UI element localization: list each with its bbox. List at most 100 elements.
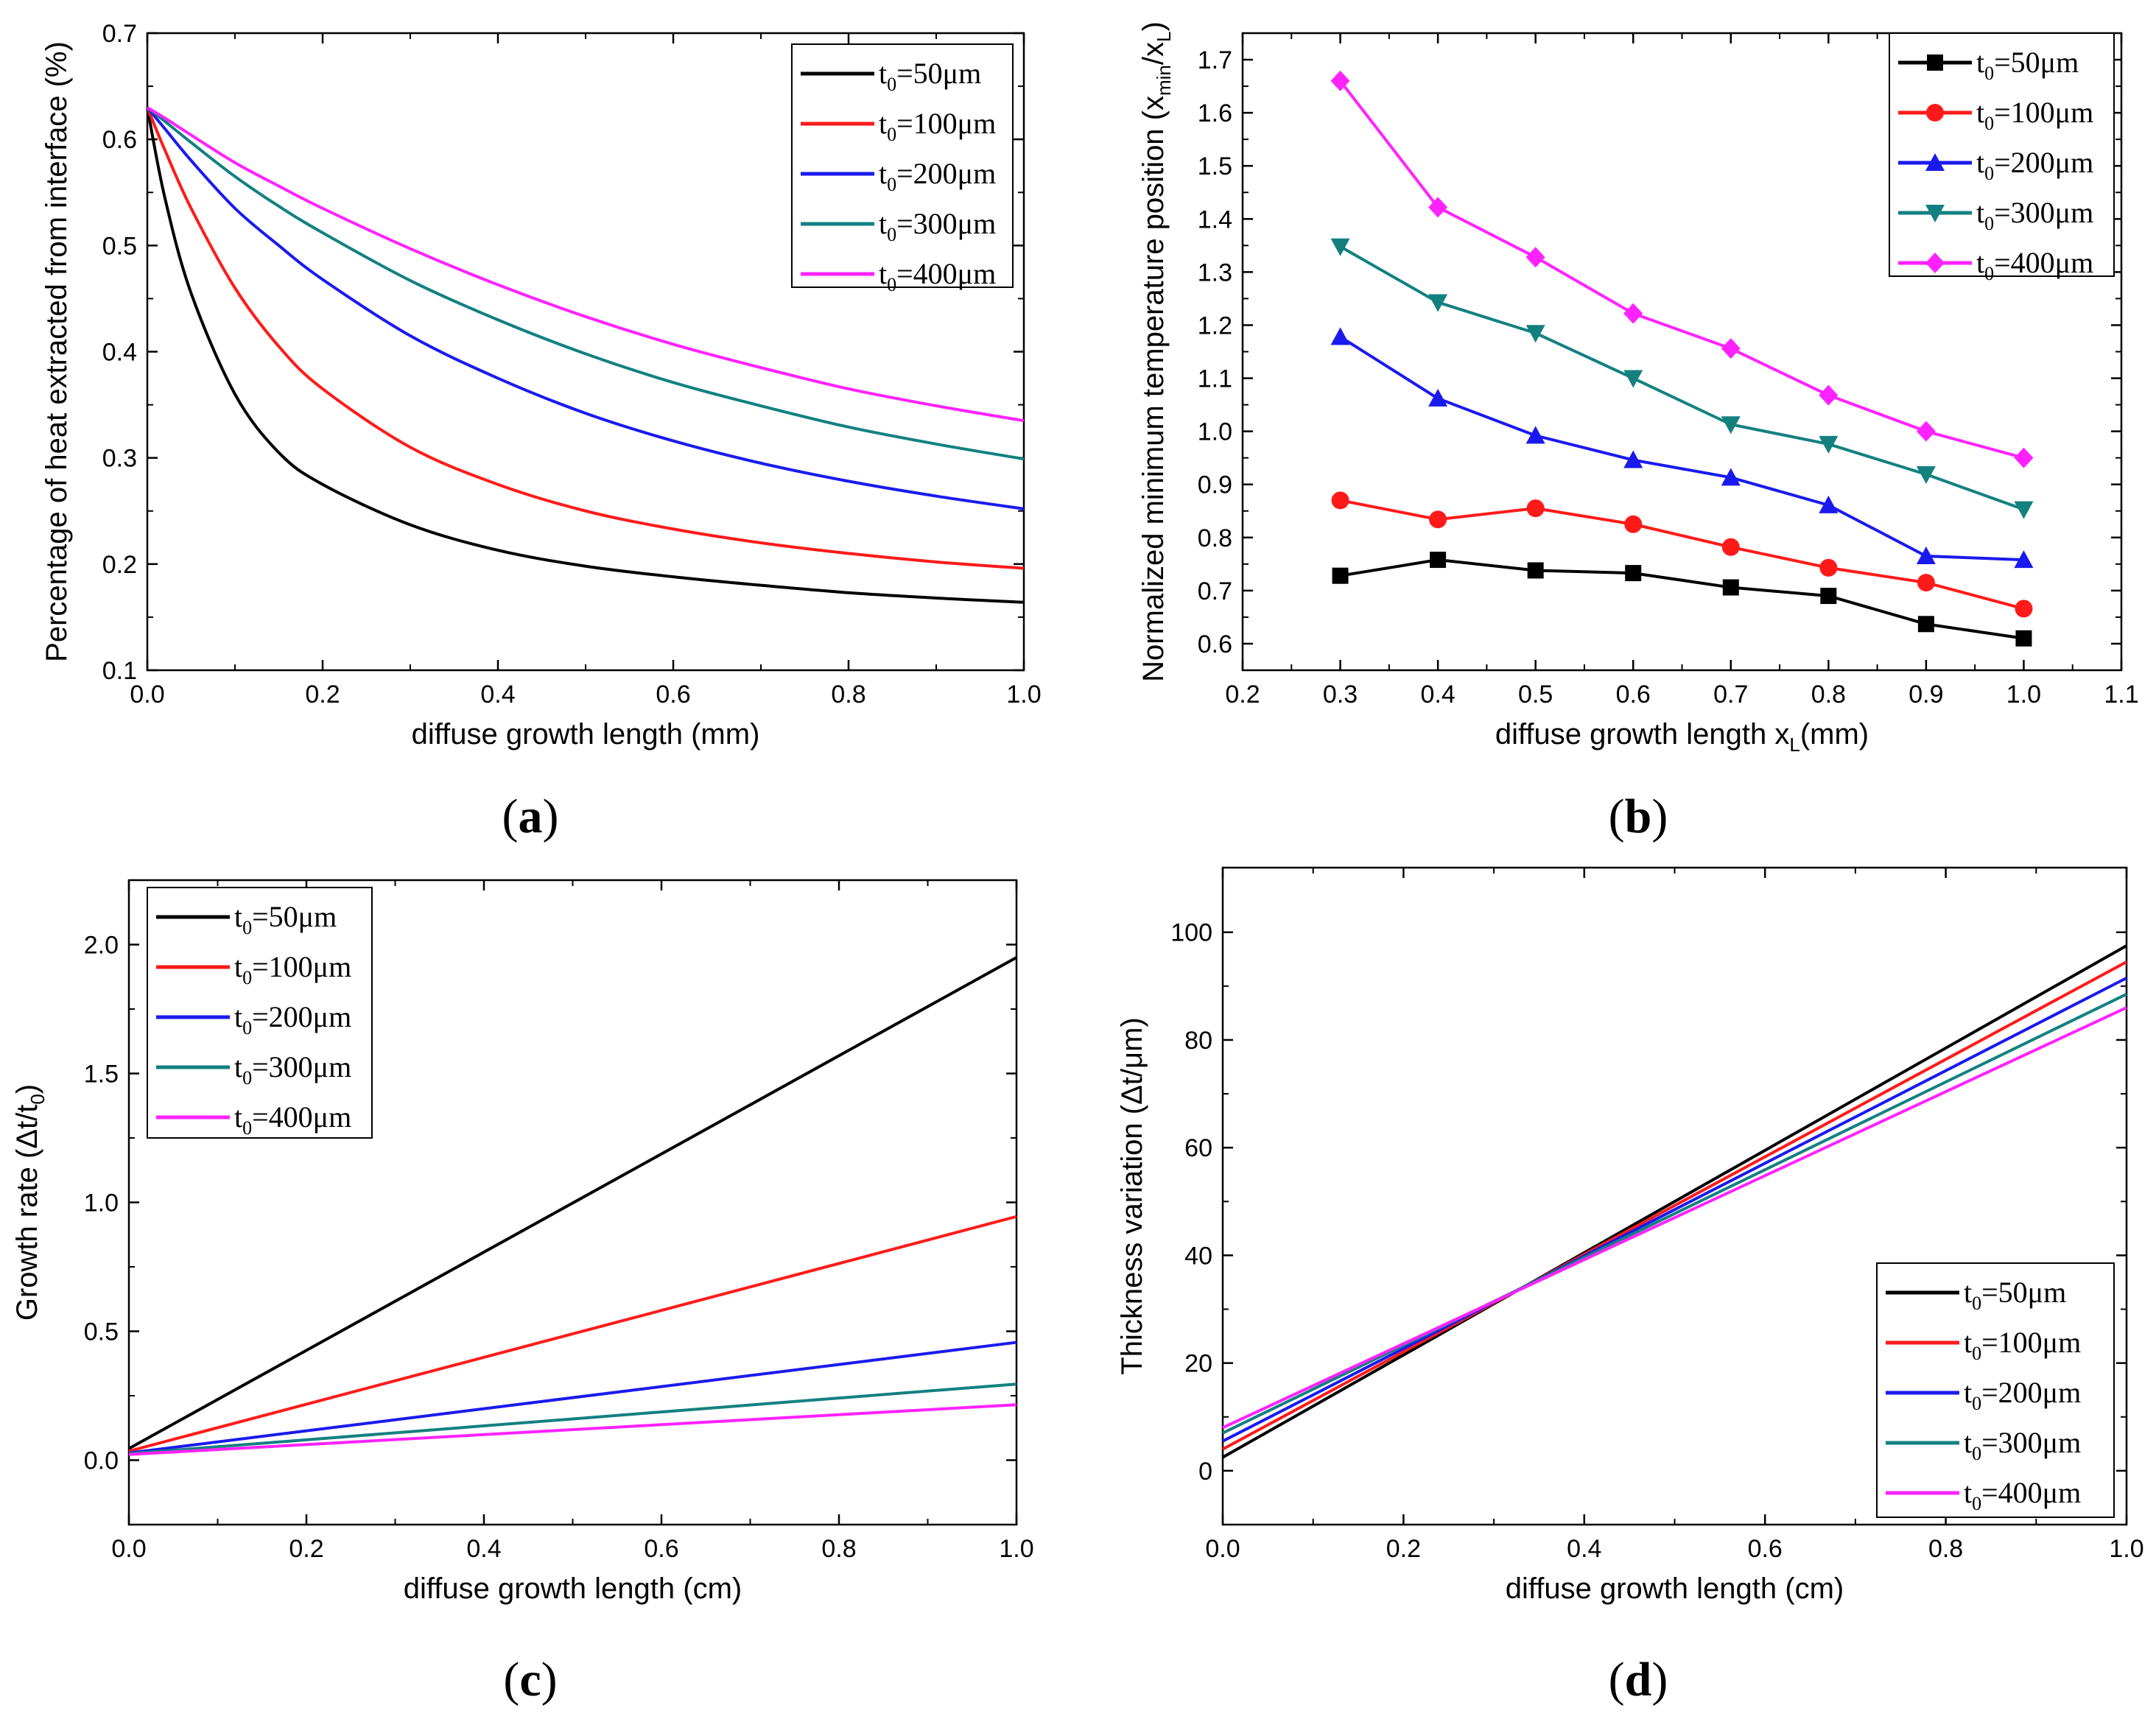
x-axis-label: diffuse growth length (cm) (404, 1572, 742, 1605)
y-tick-label: 0.5 (84, 1318, 119, 1346)
series-line-300 (1222, 993, 2127, 1435)
x-tick-label: 0.4 (480, 681, 515, 709)
legend-entry: t0=50μm (234, 900, 337, 938)
legend-label: =100μm (1981, 1326, 2081, 1359)
legend-entry: t0=400μm (1964, 1476, 2081, 1514)
legend-t: t (1964, 1426, 1972, 1459)
y-tick-label: 0.4 (102, 339, 137, 367)
y-tick-label: 0.2 (102, 551, 137, 579)
legend-t: t (879, 107, 887, 140)
x-tick-label: 1.1 (2104, 681, 2138, 709)
data-point (1330, 238, 1350, 256)
legend-t: t (234, 1000, 242, 1033)
data-point (2015, 600, 2033, 618)
data-point (1330, 70, 1350, 91)
legend-label: =300μm (1994, 196, 2093, 229)
series-line-50 (128, 956, 1017, 1450)
data-point (1819, 495, 1839, 513)
legend-entry: t0=200μm (234, 1000, 351, 1039)
data-point (1722, 579, 1739, 596)
legend-subscript: 0 (242, 967, 252, 988)
legend-t: t (879, 257, 887, 290)
legend-subscript: 0 (1984, 213, 1994, 234)
legend-t: t (1964, 1326, 1972, 1359)
legend-entry: t0=200μm (1964, 1376, 2081, 1414)
data-point (1527, 562, 1544, 579)
y-axis-label-sub: L (1153, 32, 1175, 42)
panel-label-a: (a) (502, 790, 559, 843)
data-point (1625, 565, 1642, 582)
x-tick-label: 0.2 (1386, 1535, 1421, 1563)
x-tick-label: 0.5 (1518, 681, 1553, 709)
series-line-400 (128, 1403, 1017, 1456)
y-tick-label: 1.7 (1198, 46, 1232, 74)
legend-subscript: 0 (1972, 1443, 1981, 1464)
data-point (1332, 567, 1349, 584)
x-tick-label: 0.2 (289, 1535, 323, 1563)
legend-subscript: 0 (242, 917, 252, 938)
series-line-100 (1340, 499, 2024, 611)
legend-subscript: 0 (887, 224, 896, 245)
legend-label: =400μm (252, 1100, 351, 1134)
legend-label: =300μm (896, 207, 996, 240)
legend-t: t (234, 950, 242, 983)
panel-a: 0.0 0.2 0.4 0.6 0.8 1.0 0.1 0.2 0.3 0.4 0.5 0.6 0.7 t… (41, 20, 1042, 751)
legend-label: =200μm (1981, 1376, 2081, 1409)
legend-t: t (879, 157, 887, 190)
data-point (1428, 294, 1448, 312)
y-tick-label: 1.2 (1198, 312, 1232, 340)
legend-box (1876, 1262, 2115, 1518)
legend-box (791, 43, 1014, 288)
x-tick-label: 0.4 (1420, 681, 1455, 709)
y-tick-label: 2.0 (84, 932, 119, 960)
legend-label: =200μm (252, 1000, 351, 1033)
legend-label: =100μm (896, 107, 996, 140)
x-axis-label: diffuse growth length (mm) (412, 718, 760, 751)
series-line-300 (146, 106, 1025, 461)
legend-marker (1927, 55, 1943, 71)
legend-subscript: 0 (242, 1117, 252, 1139)
legend-t: t (1976, 196, 1984, 229)
y-tick-label: 0.7 (1198, 577, 1232, 605)
y-axis-label-close: ) (1137, 21, 1170, 31)
series-line-200 (128, 1340, 1017, 1455)
data-point (1623, 370, 1643, 388)
data-point (1917, 574, 1935, 592)
series-line-400 (1338, 80, 2024, 460)
legend-entry: t0=300μm (879, 207, 996, 245)
data-point (1819, 384, 1839, 406)
data-point (1916, 421, 1936, 442)
x-axis-label: diffuse growth length xL(mm) (1495, 718, 1869, 756)
x-tick-label: 0.8 (1928, 1535, 1963, 1563)
legend-subscript: 0 (242, 1067, 252, 1089)
x-tick-label: 0.0 (1205, 1535, 1240, 1563)
legend-label: =50μm (1981, 1276, 2066, 1309)
y-tick-label: 1.4 (1198, 205, 1232, 233)
series-line-400 (1222, 1006, 2127, 1430)
legend-t: t (1964, 1276, 1972, 1309)
legend-subscript: 0 (1972, 1493, 1981, 1514)
legend-entry: t0=50μm (1976, 46, 2079, 84)
x-tick-label: 0.6 (1748, 1535, 1783, 1563)
series-line-100 (128, 1215, 1017, 1453)
legend-box (1889, 32, 2115, 277)
legend-subscript: 0 (1984, 163, 1994, 184)
y-tick-label: 0 (1198, 1458, 1212, 1486)
y-axis-label-sub: 0 (27, 1094, 49, 1104)
series-line-100 (1222, 960, 2127, 1451)
data-point (1917, 616, 1934, 633)
y-tick-label: 0.1 (102, 657, 137, 685)
panel-c: 0.0 0.2 0.4 0.6 0.8 1.00.00.51.01.52.0t0=50μm… (11, 879, 1034, 1605)
data-point (1430, 552, 1447, 569)
legend-entry: t0=100μm (234, 950, 351, 988)
data-point (2014, 550, 2034, 569)
legend-marker (1925, 205, 1945, 222)
series-line-400 (146, 106, 1025, 423)
legend-label: =100μm (1994, 96, 2093, 129)
x-tick-label: 0.3 (1323, 681, 1358, 709)
legend-label: =400μm (896, 257, 996, 290)
x-tick-label: 0.8 (1811, 681, 1846, 709)
legend-subscript: 0 (887, 274, 896, 295)
data-point (1721, 468, 1741, 486)
legend-label: =50μm (1994, 46, 2079, 79)
